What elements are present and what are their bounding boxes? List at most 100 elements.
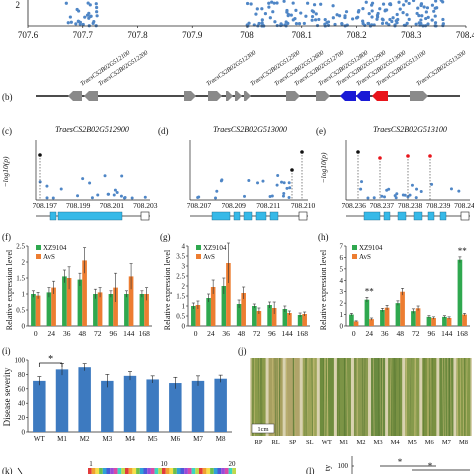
leaf-stripe [429,357,431,437]
top-xtick-label: 707.6 [18,30,39,40]
scatter-point [424,16,428,21]
gene-arrow [340,91,356,101]
xtick-label: 168 [457,329,469,338]
severity-bar [123,375,137,432]
scatter-point [249,2,253,6]
strip-cell [173,468,177,474]
assoc-point [81,177,85,181]
assoc-point [280,180,284,184]
assoc-point [403,193,407,197]
panel-c-xticks: 708.197 708.199 708.201 708.203 [33,201,158,210]
bar-avs [353,321,359,326]
leaf-label: M2 [356,439,365,446]
bar-avs [226,263,231,326]
scatter-point [397,0,401,4]
assoc-point [247,178,251,182]
scatter-point [64,1,68,5]
assoc-point [408,193,412,197]
panel-i-label: (i) [2,346,11,356]
scatter-point [331,16,335,20]
strip-cell [128,468,133,474]
scatter-point [304,14,308,18]
xtick-label: 48 [397,329,405,338]
scatter-point [273,20,277,24]
xtick-label: 168 [297,329,309,338]
scatter-point [89,14,93,18]
scatter-point [268,16,272,20]
scatter-point [310,18,314,22]
scatter-point [95,14,99,18]
assoc-xtick: 708.211 [256,201,280,210]
ytick-label: 1.5 [176,293,185,301]
scatter-point [361,19,365,23]
scatter-point [376,11,380,16]
legend-swatch-avs [36,254,41,259]
leaf-stripe [456,357,459,437]
xtick-label: 144 [282,329,294,338]
assoc-point [410,183,414,187]
scatter-point [291,1,295,5]
strip-cell [210,468,214,474]
scatter-point [363,23,367,27]
assoc-point [119,194,123,198]
assoc-xtick: 708.237 [370,201,395,210]
bar-xz9104 [93,294,98,326]
utr-box [140,211,150,221]
bar-xz9104 [297,315,303,326]
leaf-label: M3 [374,439,383,446]
scatter-point [394,19,398,23]
scatter-point [381,2,386,6]
strip-cell [221,468,225,474]
legend-label: XZ9104 [43,244,67,252]
scatter-point [326,20,331,24]
leaf-label: M5 [408,439,417,446]
assoc-point [120,174,124,178]
scatter-point [263,12,268,16]
bar-xz9104 [282,309,288,326]
ytick-label: 40 [18,400,26,408]
xtick-label: 48 [79,329,87,338]
strip-cell [154,468,159,474]
leaf-label: RP [255,439,263,446]
scatter-point [66,21,70,25]
scatter-point [275,23,279,28]
panel-l-label: (l) [306,466,315,474]
scatter-point [387,23,391,27]
assoc-point [406,195,410,199]
assoc-point [457,189,461,193]
ytick-label: 2 [22,259,26,267]
scatter-point [315,23,320,28]
scatter-point [390,19,394,24]
legend-label: XZ9104 [203,244,227,252]
assoc-point [285,186,289,190]
xtick-label: 96 [268,329,276,338]
strip-cell [110,468,114,474]
scatter-point [92,19,96,24]
strip-cell [136,468,140,474]
lead-snp-point [378,156,382,160]
xtick-label: M5 [148,435,158,443]
scatter-point [384,21,389,25]
assoc-point [51,196,55,200]
assoc-point [380,194,384,198]
bar-xz9104 [31,294,36,326]
significance-mark: ** [458,246,468,256]
strip-cell [202,468,207,474]
ytick-label: 4 [340,277,344,285]
scatter-point [254,12,258,16]
assoc-point [382,195,386,199]
scatter-point [317,17,321,22]
leaf-stripe [442,357,444,437]
gene-arrow [68,91,82,101]
scatter-point [424,10,428,14]
bar-avs [113,287,118,326]
leaf-label: WT [322,439,332,446]
scatter-point [425,6,430,10]
scatter-point [361,7,365,11]
exon [49,211,57,221]
exon [269,211,279,221]
gene-arrow [84,91,98,101]
xtick-label: M1 [57,435,67,443]
significance-mark: ** [365,286,375,296]
